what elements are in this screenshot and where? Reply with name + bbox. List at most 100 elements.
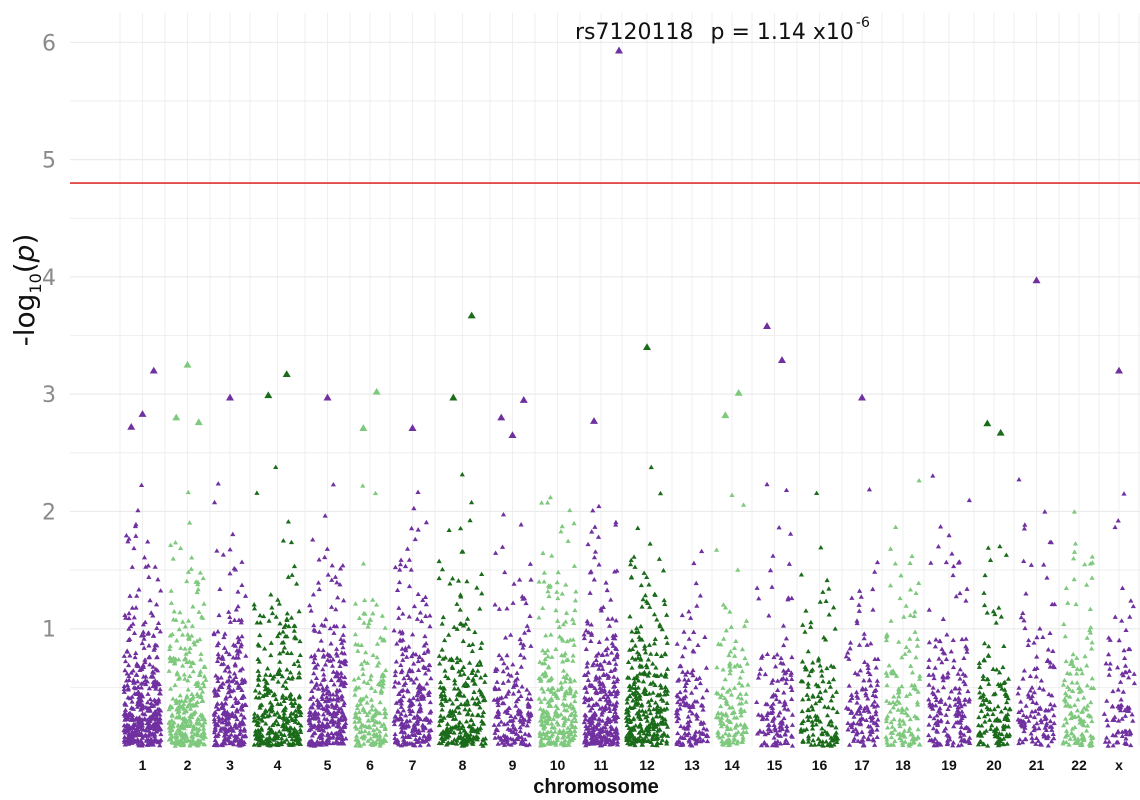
data-point (509, 729, 515, 734)
data-point (195, 586, 201, 592)
data-point (1105, 722, 1111, 728)
data-point (518, 522, 524, 527)
data-point (572, 728, 578, 733)
data-point (734, 722, 740, 727)
data-point (873, 693, 879, 699)
data-point (273, 614, 279, 619)
data-point (565, 657, 571, 662)
data-point (1064, 720, 1070, 725)
data-point (320, 688, 326, 693)
data-point (614, 699, 620, 705)
data-point (644, 574, 650, 580)
data-point (595, 702, 601, 707)
data-point (952, 702, 958, 707)
data-point (221, 661, 227, 666)
data-point (735, 567, 741, 572)
data-point (279, 735, 285, 741)
data-point (544, 713, 550, 718)
data-point (310, 694, 316, 699)
data-point (508, 713, 514, 718)
data-point (185, 677, 191, 683)
data-point (830, 738, 836, 743)
data-point (597, 681, 603, 687)
data-point (275, 633, 281, 639)
data-point (734, 715, 740, 720)
data-point (411, 680, 417, 685)
data-point (560, 621, 567, 627)
data-point (593, 657, 599, 662)
data-point (986, 643, 992, 649)
data-point (361, 679, 367, 684)
data-point (422, 594, 429, 600)
data-point (899, 709, 905, 715)
data-point (461, 671, 467, 676)
data-point (975, 741, 982, 747)
data-point (658, 708, 664, 714)
data-point (517, 724, 523, 730)
data-point (185, 618, 192, 623)
data-point (563, 619, 569, 624)
data-point (357, 701, 364, 706)
data-point (582, 730, 588, 736)
data-point (391, 627, 397, 633)
data-point (397, 715, 403, 721)
data-point (426, 731, 432, 737)
data-point (567, 679, 574, 684)
data-point (783, 487, 790, 493)
data-point (322, 554, 328, 560)
data-point (643, 726, 650, 731)
data-point (816, 656, 822, 661)
data-point (769, 742, 776, 748)
data-point (318, 638, 324, 643)
data-point (644, 664, 650, 670)
data-point (597, 696, 603, 702)
data-point (398, 662, 404, 668)
data-point (569, 616, 576, 622)
data-point (226, 734, 232, 739)
data-point (254, 490, 260, 495)
data-point (414, 616, 420, 621)
data-point (145, 733, 151, 738)
data-point (626, 716, 632, 722)
data-point (604, 587, 610, 593)
data-point (315, 702, 321, 708)
data-point (495, 714, 502, 720)
data-point (1040, 634, 1046, 640)
data-point (255, 668, 261, 673)
data-point (892, 738, 898, 743)
data-point (1063, 716, 1069, 721)
data-point (537, 706, 544, 711)
data-point (542, 718, 548, 723)
data-point (502, 738, 508, 743)
data-point (421, 685, 427, 691)
data-point (409, 732, 415, 737)
data-point (126, 673, 132, 679)
data-point (146, 654, 153, 659)
data-point (132, 690, 138, 696)
data-point (353, 713, 359, 718)
data-point (915, 689, 921, 694)
data-point (167, 725, 173, 730)
data-point (600, 694, 607, 700)
data-point (561, 720, 567, 726)
data-point (947, 703, 953, 708)
data-point (691, 649, 697, 654)
data-point (874, 678, 880, 683)
data-point (424, 716, 430, 721)
data-point (936, 656, 942, 661)
data-point (1071, 509, 1077, 514)
data-point (594, 662, 600, 667)
data-point (373, 602, 380, 607)
data-point (713, 690, 720, 695)
data-point (138, 707, 144, 712)
data-point (602, 741, 608, 746)
data-point (284, 650, 291, 655)
data-point (626, 734, 632, 739)
data-point (187, 706, 194, 711)
data-point (341, 638, 347, 643)
top-point (590, 417, 598, 424)
data-point (764, 701, 770, 707)
data-point (1074, 707, 1081, 713)
data-point (234, 647, 240, 653)
data-point (368, 685, 375, 690)
